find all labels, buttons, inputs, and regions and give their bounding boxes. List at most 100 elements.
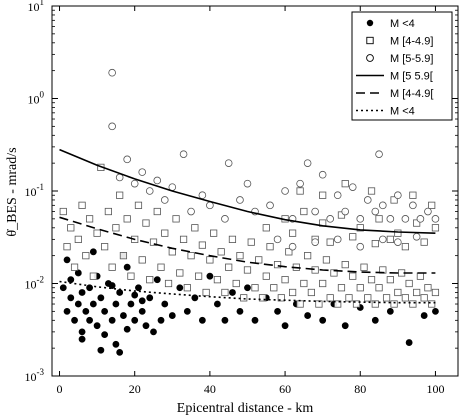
data-point xyxy=(210,229,218,237)
data-point xyxy=(59,284,67,292)
data-point xyxy=(386,235,394,243)
data-point xyxy=(168,248,176,256)
data-point xyxy=(236,196,244,204)
data-point xyxy=(420,312,428,319)
data-point xyxy=(112,300,120,308)
data-point xyxy=(131,291,139,299)
data-point xyxy=(367,276,376,284)
data-point xyxy=(304,312,312,319)
data-point xyxy=(86,316,93,324)
data-point xyxy=(266,243,274,251)
data-point xyxy=(379,201,387,210)
data-point xyxy=(326,238,334,246)
data-point xyxy=(59,207,67,216)
data-point xyxy=(334,300,342,308)
data-point xyxy=(401,215,410,223)
data-point xyxy=(82,252,90,260)
data-point xyxy=(138,256,146,264)
data-point xyxy=(258,294,267,302)
data-point xyxy=(116,289,124,296)
data-point xyxy=(161,229,169,237)
data-point xyxy=(104,207,112,216)
data-point xyxy=(150,328,157,336)
data-point xyxy=(97,346,105,354)
data-point xyxy=(371,316,379,324)
data-point xyxy=(127,300,135,308)
x-tick-label: 20 xyxy=(129,382,141,396)
data-point xyxy=(138,297,146,305)
data-point xyxy=(176,284,184,292)
data-point xyxy=(288,288,297,297)
data-point xyxy=(251,316,259,324)
data-point xyxy=(300,207,308,216)
legend-marker xyxy=(366,19,374,27)
data-point xyxy=(145,187,154,195)
data-point xyxy=(356,284,364,292)
data-point xyxy=(409,191,417,199)
data-point xyxy=(229,289,236,296)
data-point xyxy=(232,279,240,288)
data-point xyxy=(78,328,86,336)
data-point xyxy=(424,284,432,292)
legend-marker xyxy=(366,36,374,45)
x-tick-label: 60 xyxy=(279,382,291,396)
data-point xyxy=(318,170,327,179)
x-tick-label: 40 xyxy=(204,382,216,396)
legend-label: M <4 xyxy=(390,18,415,30)
data-point xyxy=(89,272,97,280)
data-point xyxy=(179,150,188,158)
data-point xyxy=(63,256,71,264)
data-point xyxy=(138,307,146,315)
data-point xyxy=(375,284,383,292)
data-point xyxy=(116,191,124,199)
data-point xyxy=(281,322,289,330)
data-point xyxy=(63,243,71,251)
data-point xyxy=(371,207,380,216)
y-tick-label: 100 xyxy=(28,90,45,107)
data-point xyxy=(319,191,327,199)
data-point xyxy=(409,201,417,210)
data-point xyxy=(356,215,365,223)
data-point xyxy=(431,215,440,223)
data-point xyxy=(367,187,376,195)
y-tick-label: 10-2 xyxy=(25,275,45,292)
data-point xyxy=(74,300,82,308)
legend-label: M [5 5.9[ xyxy=(390,71,433,83)
data-point xyxy=(296,187,304,195)
data-point xyxy=(206,256,214,264)
data-point xyxy=(431,288,440,297)
data-point xyxy=(319,279,327,288)
data-point xyxy=(360,263,368,271)
data-point xyxy=(375,215,383,223)
data-point xyxy=(412,232,421,241)
data-point xyxy=(153,276,161,284)
legend: M <4 M [4-4.9] M [5-5.9] M [5 5.9[M [4-4.9[… xyxy=(351,11,453,121)
x-axis-title-group: Epicentral distance - km xyxy=(177,401,314,416)
data-point xyxy=(341,180,349,188)
data-point xyxy=(413,288,421,297)
data-point xyxy=(74,235,82,243)
data-point xyxy=(270,284,278,292)
data-point xyxy=(97,294,105,302)
data-point xyxy=(394,191,402,200)
data-point xyxy=(382,294,391,302)
data-point xyxy=(386,307,394,315)
data-point xyxy=(356,224,364,232)
data-point xyxy=(428,201,436,209)
data-point xyxy=(85,215,94,223)
legend-label: M [5-5.9] xyxy=(390,53,433,65)
legend-items: M <4 M [4-4.9] M [5-5.9] M [5 5.9[M [4-4.9[… xyxy=(356,18,433,118)
data-point xyxy=(172,215,180,223)
x-tick-label: 80 xyxy=(354,382,366,396)
data-point xyxy=(281,276,289,284)
data-point xyxy=(243,179,252,188)
data-point xyxy=(416,215,425,223)
data-point xyxy=(191,224,199,232)
data-point xyxy=(108,122,116,131)
x-axis-title: Epicentral distance - km xyxy=(177,401,314,416)
data-point xyxy=(123,325,131,333)
data-point xyxy=(288,242,297,251)
data-point xyxy=(281,187,289,195)
data-point xyxy=(326,294,334,302)
